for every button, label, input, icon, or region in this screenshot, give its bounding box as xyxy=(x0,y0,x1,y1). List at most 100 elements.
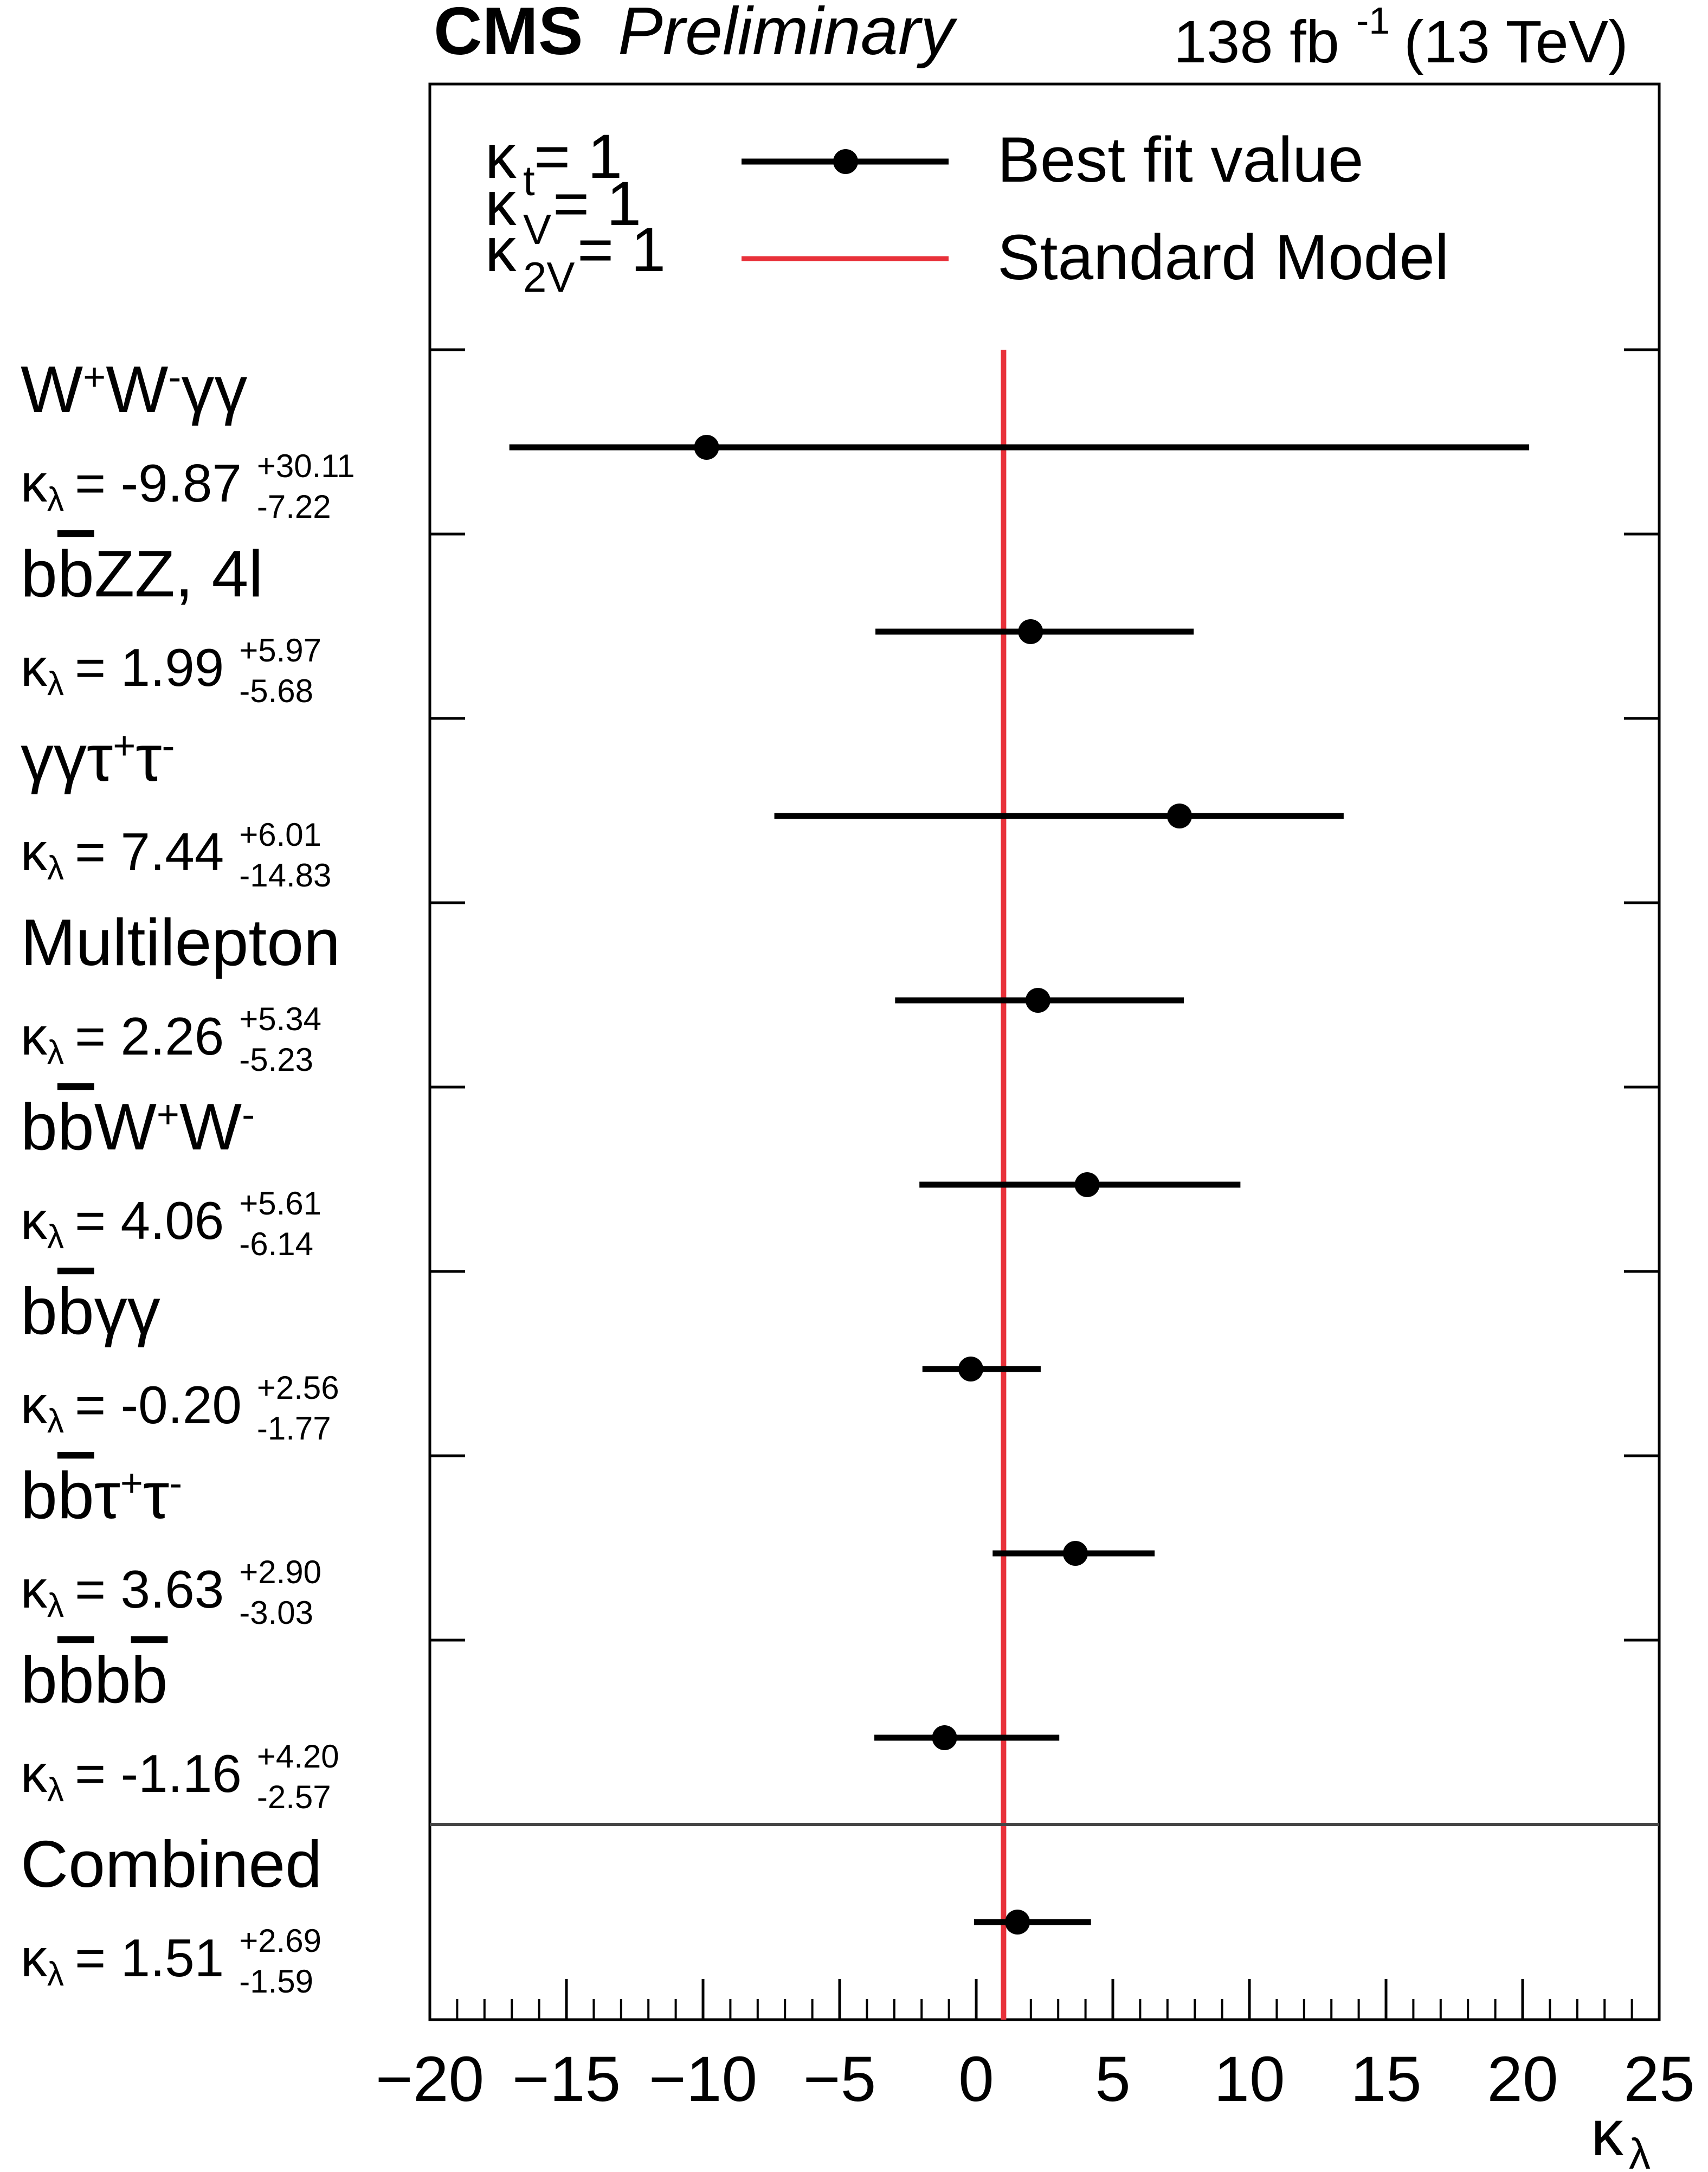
channel-name-superscript: - xyxy=(169,1462,182,1505)
best-fit-point xyxy=(694,435,719,460)
best-fit-value: -0.20 xyxy=(120,1375,241,1435)
channel-value-label: κλ = 1.99 xyxy=(21,638,224,703)
kappa-symbol: κ xyxy=(21,1928,48,1988)
best-fit-point xyxy=(1166,804,1192,828)
x-axis-title: κ λ xyxy=(1591,2097,1651,2172)
channel-name-part: b xyxy=(21,537,57,611)
equals-sign: = xyxy=(75,1191,120,1250)
best-fit-point xyxy=(1074,1172,1100,1197)
uncertainty-up: +5.61 xyxy=(239,1185,321,1222)
channel-name: Combined xyxy=(21,1827,322,1901)
channel-name-part: τ xyxy=(143,1458,169,1532)
x-tick-label: 15 xyxy=(1350,2044,1421,2115)
x-tick-label: 0 xyxy=(958,2044,994,2115)
channel-name-part: γγτ xyxy=(21,721,113,795)
uncertainty-down: -3.03 xyxy=(239,1595,313,1631)
uncertainty-up: +6.01 xyxy=(239,817,321,853)
channel-value-label: κλ = -1.16 xyxy=(21,1744,242,1809)
x-tick-label: 20 xyxy=(1487,2044,1558,2115)
legend-best-fit-label: Best fit value xyxy=(997,124,1364,196)
kappa-symbol: κ xyxy=(21,453,48,513)
channel-name-part: b xyxy=(94,1643,131,1717)
axis-ticks xyxy=(428,348,1661,2020)
kappa-symbol: κ xyxy=(21,1191,48,1250)
best-fit-point xyxy=(1025,988,1050,1013)
x-tick-label: 10 xyxy=(1214,2044,1285,2115)
x-tick-labels: −20 −15 −10 −5 0 5 10 15 20 25 xyxy=(376,2044,1695,2115)
channel-name-superscript: + xyxy=(83,356,106,399)
channel-name: γγτ+τ- xyxy=(21,721,175,795)
equals-sign: = xyxy=(75,1744,120,1803)
channel-name-part: Combined xyxy=(21,1827,322,1901)
channel-name-part: τ xyxy=(136,721,162,795)
equals-sign: = xyxy=(75,1928,120,1988)
best-fit-value: 7.44 xyxy=(120,822,224,882)
equals-sign: = xyxy=(75,1375,120,1435)
x-axis-subscript: λ xyxy=(1629,2130,1651,2172)
channel-row: bbτ+τ-κλ = 3.63 +2.90-3.03 xyxy=(21,1458,1155,1631)
channel-name-superscript: + xyxy=(157,1093,179,1136)
best-fit-value: 3.63 xyxy=(120,1559,224,1619)
kappa-symbol: κ xyxy=(21,638,48,697)
lambda-subscript: λ xyxy=(47,850,64,887)
uncertainty-up: +5.97 xyxy=(239,632,321,669)
best-fit-point xyxy=(958,1357,983,1381)
best-fit-point xyxy=(1018,619,1043,644)
plot-frame xyxy=(428,82,1661,2021)
channel-name-antiparticle: b xyxy=(57,1090,94,1164)
channel-value-label: κλ = 7.44 xyxy=(21,822,224,887)
channel-name-part: W xyxy=(21,352,83,426)
channel-name-part: γγ xyxy=(181,352,247,426)
kappa-symbol: κ xyxy=(21,1744,48,1803)
channel-value-label: κλ = 4.06 xyxy=(21,1191,224,1256)
equals-sign: = xyxy=(75,453,120,513)
channel-name: bbbb xyxy=(21,1643,167,1717)
uncertainty-up: +30.11 xyxy=(257,448,355,484)
channel-name: bbτ+τ- xyxy=(21,1458,182,1532)
best-fit-value: 4.06 xyxy=(120,1191,224,1250)
kappa-2v-subscript: 2V xyxy=(523,253,575,301)
experiment-label: CMS xyxy=(434,0,583,69)
x-tick-label: −20 xyxy=(376,2044,484,2115)
legend: κ t = 1 κ V = 1 κ 2V = 1 Best fit value … xyxy=(485,122,1449,301)
lambda-subscript: λ xyxy=(47,1771,64,1809)
channel-row: Combined κλ = 1.51 +2.69 -1.59 xyxy=(21,1827,1091,2000)
channel-name-superscript: - xyxy=(242,1093,255,1136)
kappa-symbol: κ xyxy=(21,1375,48,1435)
channel-value-label: κλ = 1.51 xyxy=(21,1928,224,1993)
lambda-subscript: λ xyxy=(47,1956,64,1993)
lambda-subscript: λ xyxy=(47,1403,64,1440)
x-tick-label: 5 xyxy=(1095,2044,1131,2115)
channel-name-part: W xyxy=(94,1090,157,1164)
legend-kappa-2v: κ 2V = 1 xyxy=(485,215,666,301)
x-tick-label: −10 xyxy=(649,2044,757,2115)
lambda-subscript: λ xyxy=(47,481,64,518)
channel-row: γγτ+τ-κλ = 7.44 +6.01-14.83 xyxy=(21,721,1344,894)
kappa-symbol: κ xyxy=(21,1006,48,1066)
channel-name-antiparticle: b xyxy=(57,1643,94,1717)
kappa-v-value: = 1 xyxy=(553,169,641,239)
lambda-subscript: λ xyxy=(47,1587,64,1624)
channel-name: W+W-γγ xyxy=(21,352,247,426)
channel-name-superscript: - xyxy=(168,356,181,399)
legend-kappa-v: κ V = 1 xyxy=(485,169,641,253)
channel-name-part: b xyxy=(21,1458,57,1532)
x-tick-label: 25 xyxy=(1623,2044,1694,2115)
channel-name-superscript: - xyxy=(162,724,175,768)
uncertainty-down: -5.23 xyxy=(239,1042,313,1078)
x-tick-label: −15 xyxy=(512,2044,621,2115)
luminosity-exponent: -1 xyxy=(1356,0,1390,42)
kappa-t-value: = 1 xyxy=(534,122,622,191)
channel-value-label: κλ = 3.63 xyxy=(21,1559,224,1624)
legend-sm-label: Standard Model xyxy=(997,222,1449,293)
kappa-2v-value: = 1 xyxy=(577,215,666,285)
channel-name-antiparticle: b xyxy=(57,537,94,611)
uncertainty-down: -7.22 xyxy=(257,489,331,525)
lambda-subscript: λ xyxy=(47,1218,64,1256)
uncertainty-up: +5.34 xyxy=(239,1001,321,1037)
channel-name-superscript: + xyxy=(113,724,136,768)
channel-name-part: Multilepton xyxy=(21,905,340,979)
